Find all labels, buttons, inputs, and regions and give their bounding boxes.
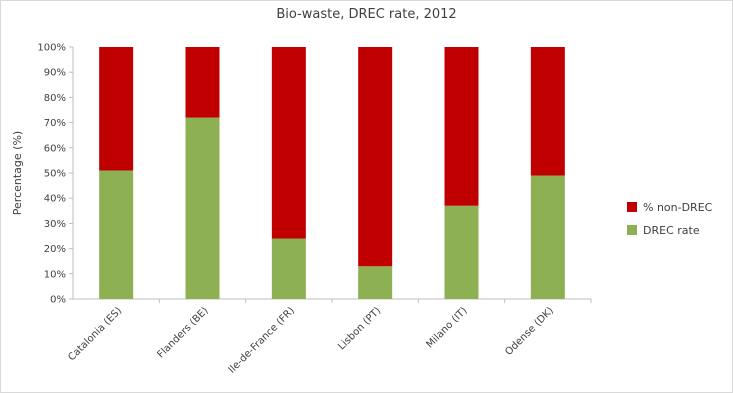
x-tick-label: Ile-de-France (FR) [227, 305, 297, 375]
y-tick-label: 50% [44, 169, 66, 180]
bar-non-drec [444, 47, 479, 206]
bar-non-drec [271, 47, 306, 239]
bar-non-drec [185, 47, 220, 118]
legend-swatch [627, 202, 637, 212]
y-tick-label: 30% [44, 219, 66, 230]
x-tick-label: Flanders (BE) [155, 305, 210, 360]
bar-non-drec [530, 47, 565, 176]
x-tick-label: Odense (DK) [503, 305, 556, 358]
y-tick-label: 40% [44, 194, 66, 205]
bar-drec-rate [271, 238, 306, 299]
bar-drec-rate [444, 205, 479, 299]
y-tick-label: 100% [37, 43, 66, 54]
x-tick-label: Milano (IT) [424, 305, 469, 350]
y-tick-label: 0% [50, 295, 66, 306]
chart-title: Bio-waste, DREC rate, 2012 [276, 7, 457, 22]
bar-non-drec [358, 47, 393, 267]
bar-drec-rate [185, 117, 220, 299]
y-axis-label: Percentage (%) [11, 131, 24, 215]
x-tick-label: Lisbon (PT) [336, 305, 383, 352]
y-tick-label: 20% [44, 244, 66, 255]
bar-drec-rate [358, 266, 393, 299]
bar-non-drec [99, 47, 134, 171]
legend-swatch [627, 225, 637, 235]
bar-drec-rate [99, 170, 134, 299]
x-tick-label: Catalonia (ES) [66, 305, 124, 363]
y-tick-label: 60% [44, 143, 66, 154]
y-tick-label: 80% [44, 93, 66, 104]
bar-drec-rate [530, 175, 565, 299]
legend-label: DREC rate [643, 224, 700, 237]
y-tick-label: 90% [44, 68, 66, 79]
y-tick-label: 70% [44, 118, 66, 129]
legend-label: % non-DREC [643, 201, 713, 214]
y-tick-label: 10% [44, 269, 66, 280]
